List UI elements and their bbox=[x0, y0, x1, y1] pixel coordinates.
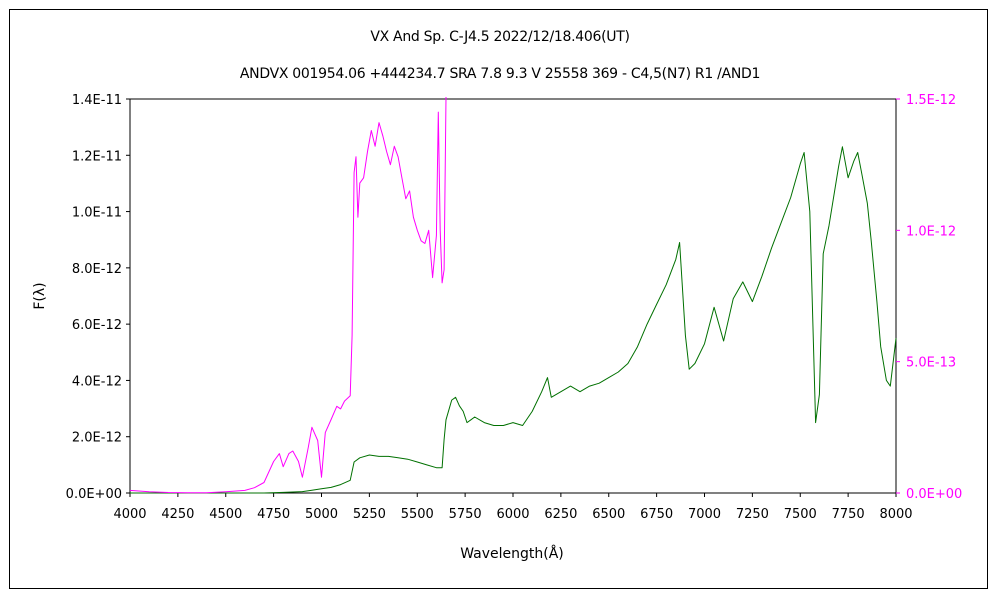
x-tick-label: 5000 bbox=[305, 507, 338, 522]
x-tick-label: 7500 bbox=[784, 507, 817, 522]
x-tick-label: 5500 bbox=[401, 507, 434, 522]
y-tick-label: 2.0E-12 bbox=[72, 431, 122, 446]
x-tick-label: 6250 bbox=[544, 507, 577, 522]
y-tick-label: 4.0E-12 bbox=[72, 374, 122, 389]
y2-tick-label: 1.0E-12 bbox=[906, 224, 956, 239]
y2-tick-label: 5.0E-13 bbox=[906, 356, 956, 371]
y-tick-label: 1.2E-11 bbox=[72, 149, 122, 164]
x-tick-label: 7250 bbox=[736, 507, 769, 522]
x-tick-label: 7000 bbox=[688, 507, 721, 522]
y-tick-label: 8.0E-12 bbox=[72, 262, 122, 277]
x-tick-label: 6500 bbox=[592, 507, 625, 522]
y2-tick-label: 1.5E-12 bbox=[906, 93, 956, 108]
chart-title: VX And Sp. C-J4.5 2022/12/18.406(UT) bbox=[370, 29, 630, 45]
x-tick-label: 6000 bbox=[496, 507, 529, 522]
x-tick-label: 4500 bbox=[209, 507, 242, 522]
y-axis-label: F(λ) bbox=[32, 282, 48, 309]
x-tick-label: 5750 bbox=[449, 507, 482, 522]
x-tick-label: 6750 bbox=[640, 507, 673, 522]
chart-subtitle: ANDVX 001954.06 +444234.7 SRA 7.8 9.3 V … bbox=[239, 66, 761, 82]
x-tick-label: 7750 bbox=[832, 507, 865, 522]
x-tick-label: 4250 bbox=[161, 507, 194, 522]
y2-tick-label: 0.0E+00 bbox=[906, 487, 962, 502]
series-line-left-axis bbox=[130, 146, 897, 494]
x-tick-label: 5250 bbox=[353, 507, 386, 522]
y-tick-label: 1.0E-11 bbox=[72, 206, 122, 221]
series-line-right-axis bbox=[129, 96, 447, 494]
x-axis-label: Wavelength(Å) bbox=[460, 545, 564, 562]
x-tick-label: 4000 bbox=[113, 507, 146, 522]
chart-frame bbox=[9, 9, 988, 589]
plot-area bbox=[129, 98, 897, 494]
y-tick-label: 6.0E-12 bbox=[72, 318, 122, 333]
y-tick-label: 1.4E-11 bbox=[72, 93, 122, 108]
x-tick-label: 8000 bbox=[879, 507, 912, 522]
y-tick-label: 0.0E+00 bbox=[66, 487, 122, 502]
x-tick-label: 4750 bbox=[257, 507, 290, 522]
